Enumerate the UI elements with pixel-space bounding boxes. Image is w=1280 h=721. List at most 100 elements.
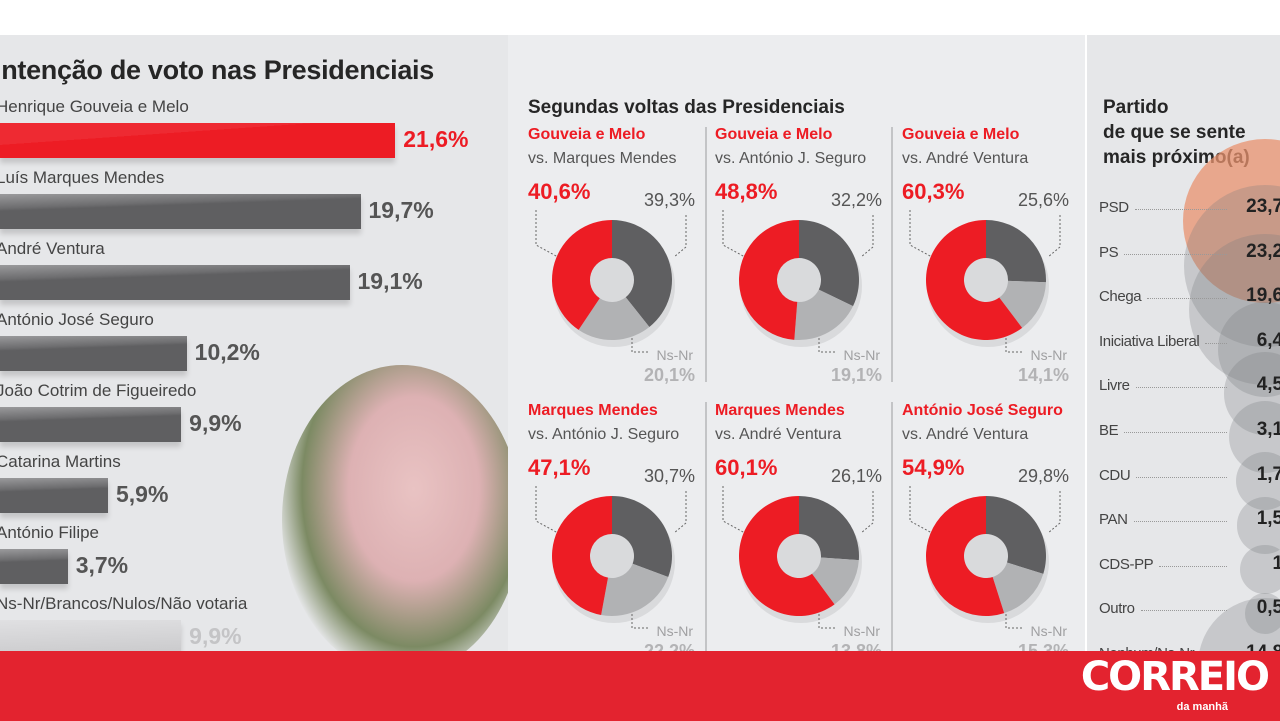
nsnr-leader-line [1005, 338, 1022, 353]
first-leader-line [722, 210, 746, 258]
runoff-panel: Segundas voltas das Presidenciais Gouvei… [508, 35, 1085, 651]
party-label: PSD [1099, 199, 1129, 216]
runoff-title: Segundas voltas das Presidenciais [528, 97, 845, 118]
party-leader-line [1124, 253, 1227, 255]
matchup-subtitle: vs. Marques Mendes [528, 150, 677, 167]
nsnr-value: 22,2% [643, 641, 695, 651]
nsnr-slice [578, 297, 650, 340]
nsnr-leader-line [1005, 614, 1022, 629]
nsnr-value: 20,1% [643, 365, 695, 385]
matchup-title: António José Seguro [902, 402, 1063, 419]
matchup-title: Marques Mendes [715, 402, 845, 419]
nsnr-value: 14,1% [1017, 365, 1069, 385]
second-candidate-slice [986, 220, 1046, 283]
bar-value: 19,7% [368, 197, 434, 223]
bar-value: 3,7% [75, 552, 129, 578]
brand-banner: CORREIO da manhã [0, 651, 1280, 721]
second-candidate-value: 39,3% [643, 190, 695, 210]
first-leader-line [535, 210, 559, 258]
nsnr-value: 15,3% [1017, 641, 1069, 651]
party-leader-line [1136, 387, 1227, 389]
nsnr-leader-line [818, 614, 835, 629]
party-leader-line [1124, 432, 1227, 433]
matchup-subtitle: vs. André Ventura [902, 150, 1029, 167]
second-leader-line [673, 215, 687, 258]
correio-da-manha-logo[interactable]: CORREIO da manhã [1080, 653, 1270, 714]
bar-label: João Cotrim de Figueiredo [0, 381, 197, 400]
nsnr-label: Ns-Nr [843, 623, 880, 639]
first-leader-line [722, 486, 746, 534]
matchup-title: Marques Mendes [528, 402, 658, 419]
party-label: Livre [1099, 377, 1130, 395]
bar-value: 9,9% [189, 410, 242, 436]
nsnr-value: 13,8% [830, 641, 882, 651]
nsnr-leader-line [818, 338, 835, 353]
second-candidate-slice [986, 496, 1046, 574]
nsnr-slice [992, 562, 1044, 614]
bar [0, 194, 361, 229]
first-leader-line [535, 486, 559, 534]
vote-intention-panel: Intenção de voto nas Presidenciais Henri… [0, 35, 508, 651]
bar-value: 9,9% [189, 623, 242, 649]
party-leader-line [1205, 342, 1227, 344]
column-divider [705, 402, 707, 651]
logo-main: CORREIO [1080, 654, 1270, 700]
second-candidate-slice [799, 496, 859, 561]
first-candidate-slice [926, 220, 1023, 340]
party-label: Iniciativa Liberal [1099, 332, 1200, 350]
donut-chart [909, 486, 1061, 629]
first-candidate-slice [926, 496, 1005, 616]
second-leader-line [1047, 491, 1061, 534]
party-value: 23,2% [1246, 240, 1280, 262]
bar-value: 19,1% [357, 268, 423, 294]
party-bubble [1240, 544, 1280, 595]
column-divider [891, 402, 893, 651]
bar-label: Ns-Nr/Brancos/Nulos/Não votaria [0, 594, 248, 613]
party-bubble [1244, 593, 1280, 634]
donut-chart [722, 210, 874, 353]
party-leader-line [1136, 476, 1227, 478]
party-value: 19,6% [1246, 285, 1280, 307]
party-label: CDU [1099, 466, 1131, 484]
first-leader-line [909, 486, 933, 534]
party-bubble [1235, 451, 1280, 511]
party-label: BE [1099, 422, 1119, 439]
party-value: 14,8% [1246, 642, 1280, 651]
party-value: 23,7% [1246, 196, 1280, 217]
nsnr-slice [812, 557, 859, 605]
donut-chart [535, 486, 687, 629]
party-label: Chega [1099, 288, 1142, 306]
party-value: 1,7% [1256, 463, 1280, 485]
matchup-title: Gouveia e Melo [528, 126, 646, 143]
bar [0, 407, 182, 442]
second-leader-line [673, 491, 687, 534]
party-value: 4,5% [1256, 374, 1280, 396]
party-leader-line [1141, 610, 1227, 612]
party-leader-line [1134, 521, 1227, 523]
nsnr-leader-line [631, 614, 648, 629]
party-leader-line [1159, 565, 1227, 567]
bar-chart-title: Intenção de voto nas Presidenciais [0, 55, 434, 85]
first-candidate-slice [739, 496, 835, 616]
bar [0, 265, 350, 300]
party-leader-line [1147, 298, 1227, 300]
party-label: PAN [1099, 511, 1128, 529]
party-title-line: Partido [1103, 97, 1169, 118]
bar [0, 336, 187, 371]
nsnr-slice [601, 563, 669, 617]
second-leader-line [860, 215, 874, 258]
party-label: CDS-PP [1099, 555, 1154, 573]
matchup-subtitle: vs. António J. Seguro [528, 426, 680, 443]
first-candidate-slice [551, 496, 612, 616]
bar-label: Luís Marques Mendes [0, 168, 165, 187]
bar-label: Henrique Gouveia e Melo [0, 97, 189, 116]
column-divider [891, 127, 893, 382]
bar [0, 478, 108, 513]
first-candidate-slice [739, 220, 799, 340]
party-value: 3,1% [1256, 419, 1280, 440]
bar [0, 620, 182, 651]
first-candidate-slice [552, 220, 612, 330]
bar-value: 10,2% [194, 339, 260, 365]
logo-sub: da manhã [1176, 701, 1228, 713]
first-candidate-value: 47,1% [528, 455, 591, 480]
